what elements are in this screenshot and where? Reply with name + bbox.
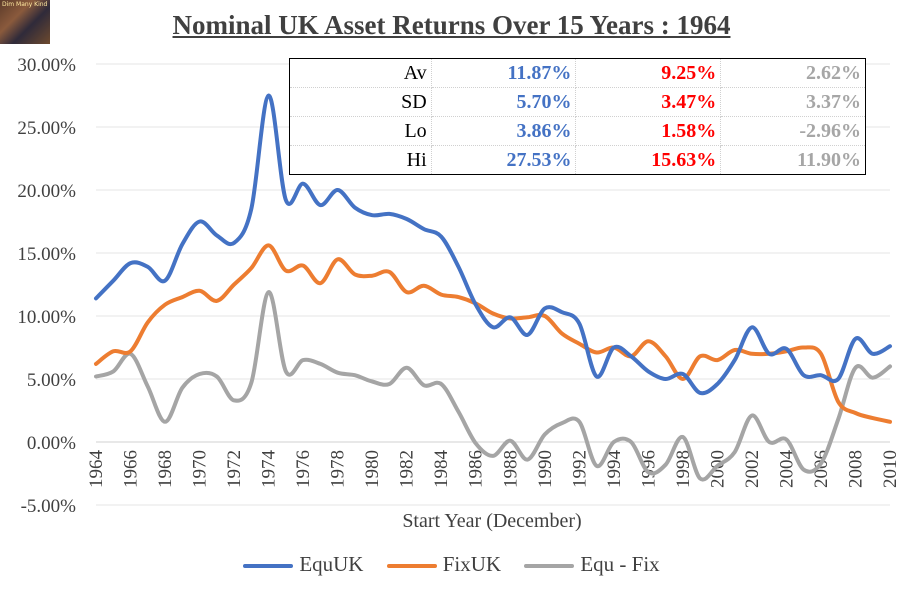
y-tick-label: 0.00% bbox=[27, 433, 76, 454]
stats-equ: 27.53% bbox=[431, 145, 577, 175]
legend-item-fixuk: FixUK bbox=[386, 552, 502, 577]
x-tick-label: 1984 bbox=[431, 450, 452, 489]
x-tick-label: 1990 bbox=[535, 450, 556, 488]
y-tick-label: 10.00% bbox=[17, 307, 76, 328]
chart-legend: EquUK FixUK Equ - Fix bbox=[0, 552, 903, 577]
x-tick-label: 1992 bbox=[569, 450, 590, 488]
gridlines bbox=[96, 63, 890, 506]
stats-equ: 3.86% bbox=[431, 116, 577, 146]
x-tick-label: 1978 bbox=[328, 450, 349, 488]
stats-diff: 11.90% bbox=[720, 145, 866, 175]
x-tick-label: 2000 bbox=[707, 450, 728, 488]
stats-label: SD bbox=[289, 87, 432, 117]
x-tick-label: 2010 bbox=[880, 450, 901, 488]
x-tick-label: 2002 bbox=[742, 450, 763, 488]
x-axis-label: Start Year (December) bbox=[402, 510, 581, 532]
x-tick-label: 2006 bbox=[811, 450, 832, 488]
legend-label: FixUK bbox=[442, 552, 502, 576]
stats-fix: 3.47% bbox=[575, 87, 722, 117]
stats-fix: 1.58% bbox=[575, 116, 722, 146]
y-tick-label: 25.00% bbox=[17, 118, 76, 139]
stats-row-lo: Lo 3.86% 1.58% -2.96% bbox=[289, 116, 866, 146]
y-tick-label: -5.00% bbox=[21, 496, 77, 517]
legend-item-equ-fix: Equ - Fix bbox=[524, 552, 660, 577]
x-tick-label: 1994 bbox=[604, 450, 625, 489]
x-tick-label: 1968 bbox=[155, 450, 176, 488]
stats-equ: 11.87% bbox=[431, 58, 577, 88]
legend-swatch bbox=[243, 564, 294, 569]
x-tick-label: 1988 bbox=[500, 450, 521, 488]
x-tick-label: 1980 bbox=[362, 450, 383, 488]
logo-text: Dim Many Kind bbox=[2, 1, 48, 8]
y-tick-label: 20.00% bbox=[17, 181, 76, 202]
legend-item-equuk: EquUK bbox=[243, 552, 363, 577]
x-tick-label: 1998 bbox=[673, 450, 694, 488]
stats-diff: 3.37% bbox=[720, 87, 866, 117]
x-tick-label: 1974 bbox=[259, 450, 280, 489]
y-axis-ticks: 30.00% 25.00% 20.00% 15.00% 10.00% 5.00% 0.00%… bbox=[17, 55, 76, 517]
stats-table: Av 11.87% 9.25% 2.62% SD 5.70% 3.47% 3.3… bbox=[289, 58, 866, 175]
series-lines bbox=[94, 93, 892, 482]
x-tick-label: 1966 bbox=[121, 450, 142, 488]
series-line-equ-fix bbox=[94, 290, 892, 482]
y-tick-label: 30.00% bbox=[17, 55, 76, 76]
x-tick-label: 1986 bbox=[466, 450, 487, 488]
legend-label: EquUK bbox=[299, 552, 364, 576]
x-tick-label: 1970 bbox=[190, 450, 211, 488]
x-tick-label: 2008 bbox=[845, 450, 866, 488]
legend-swatch bbox=[386, 564, 437, 569]
x-tick-label: 1996 bbox=[638, 450, 659, 488]
stats-diff: 2.62% bbox=[720, 58, 866, 88]
stats-row-sd: SD 5.70% 3.47% 3.37% bbox=[289, 87, 866, 117]
x-axis-ticks: 1964 1966 1968 1970 1972 1974 1976 1978 1980 1982… bbox=[86, 450, 901, 489]
stats-equ: 5.70% bbox=[431, 87, 577, 117]
stats-row-av: Av 11.87% 9.25% 2.62% bbox=[289, 58, 866, 88]
chart-title: Nominal UK Asset Returns Over 15 Years :… bbox=[172, 10, 731, 40]
series-line-equuk bbox=[94, 93, 892, 396]
legend-label: Equ - Fix bbox=[580, 552, 660, 576]
author-logo: Dim Many Kind bbox=[0, 0, 50, 44]
series-line-fixuk bbox=[94, 243, 892, 424]
x-tick-label: 2004 bbox=[776, 450, 797, 489]
stats-label: Hi bbox=[289, 145, 432, 175]
stats-fix: 9.25% bbox=[575, 58, 722, 88]
y-tick-label: 15.00% bbox=[17, 244, 76, 265]
x-tick-label: 1976 bbox=[293, 450, 314, 488]
stats-label: Lo bbox=[289, 116, 432, 146]
y-tick-label: 5.00% bbox=[27, 370, 76, 391]
x-tick-label: 1964 bbox=[86, 450, 107, 489]
x-tick-label: 1982 bbox=[397, 450, 418, 488]
x-tick-label: 1972 bbox=[224, 450, 245, 488]
stats-row-hi: Hi 27.53% 15.63% 11.90% bbox=[289, 145, 866, 175]
stats-label: Av bbox=[289, 58, 432, 88]
legend-swatch bbox=[524, 564, 575, 569]
stats-diff: -2.96% bbox=[720, 116, 866, 146]
stats-fix: 15.63% bbox=[575, 145, 722, 175]
